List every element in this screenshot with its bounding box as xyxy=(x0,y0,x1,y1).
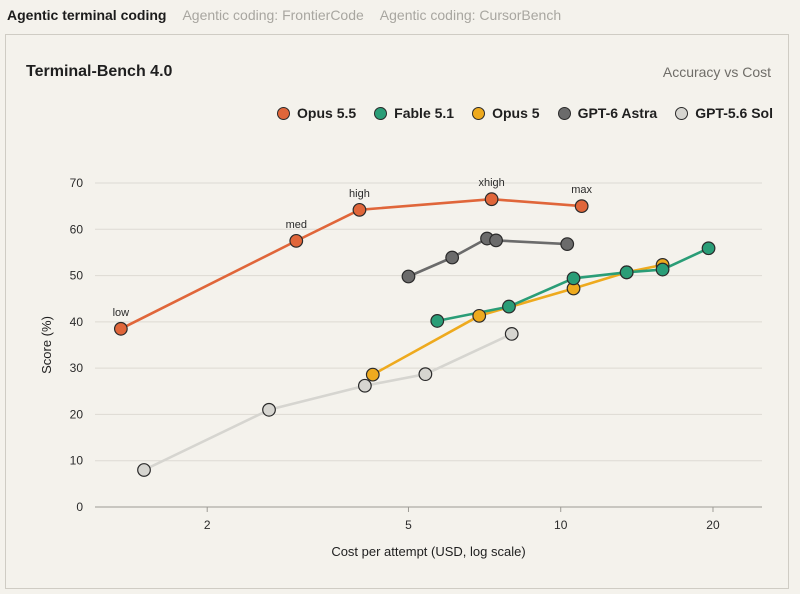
data-point xyxy=(445,250,460,265)
data-point xyxy=(566,271,581,286)
data-point xyxy=(365,367,380,382)
data-point xyxy=(489,233,503,248)
y-axis-title: Score (%) xyxy=(39,316,54,374)
tab-agentic-terminal-coding[interactable]: Agentic terminal coding xyxy=(7,7,167,23)
legend-swatch-opus-5-5 xyxy=(277,106,291,120)
legend-swatch-gpt-6-astra xyxy=(557,106,571,120)
x-tick-label: 2 xyxy=(204,518,211,532)
series-line xyxy=(435,247,710,323)
point-label: med xyxy=(286,219,307,231)
data-point xyxy=(574,199,589,214)
data-point xyxy=(401,269,416,284)
data-point xyxy=(113,321,128,336)
legend-label: Opus 5.5 xyxy=(297,105,357,121)
y-tick-label: 30 xyxy=(70,361,84,375)
legend-label: GPT-5.6 Sol xyxy=(695,105,773,121)
data-point xyxy=(560,237,575,251)
y-tick-label: 0 xyxy=(76,500,83,514)
data-point xyxy=(472,308,487,323)
x-axis-title: Cost per attempt (USD, log scale) xyxy=(331,544,525,559)
data-point xyxy=(137,463,151,477)
data-point xyxy=(484,192,499,207)
tab-frontiercode[interactable]: Agentic coding: FrontierCode xyxy=(182,7,364,23)
data-point xyxy=(701,241,716,256)
point-label: xhigh xyxy=(478,177,504,189)
data-point xyxy=(430,314,445,328)
y-tick-label: 20 xyxy=(70,407,84,421)
data-point xyxy=(502,299,516,314)
legend-swatch-opus-5 xyxy=(472,106,486,120)
point-label: low xyxy=(113,307,130,319)
legend-label: GPT-6 Astra xyxy=(577,105,658,121)
data-point xyxy=(352,202,367,217)
y-tick-label: 50 xyxy=(70,269,84,283)
legend-label: Fable 5.1 xyxy=(394,105,455,121)
legend-item-fable-5-1[interactable]: Fable 5.1 xyxy=(374,105,454,121)
legend-item-opus-5-5[interactable]: Opus 5.5 xyxy=(277,105,356,121)
legend: Opus 5.5 Fable 5.1 Opus 5 GPT-6 Astra GP… xyxy=(277,105,773,121)
data-point xyxy=(504,326,519,341)
data-point xyxy=(262,402,276,417)
y-tick-label: 70 xyxy=(70,176,84,190)
legend-item-opus-5[interactable]: Opus 5 xyxy=(472,105,540,121)
point-label: max xyxy=(571,184,592,196)
point-label: high xyxy=(349,188,370,200)
data-point xyxy=(289,233,304,248)
legend-swatch-fable-5-1 xyxy=(374,106,388,120)
legend-item-gpt-6-astra[interactable]: GPT-6 Astra xyxy=(557,105,658,121)
legend-label: Opus 5 xyxy=(492,105,540,121)
data-point xyxy=(655,262,670,277)
series-line xyxy=(371,263,664,376)
tab-cursorbench[interactable]: Agentic coding: CursorBench xyxy=(379,7,562,23)
y-tick-label: 60 xyxy=(70,222,84,236)
data-point xyxy=(357,378,372,393)
y-tick-label: 10 xyxy=(70,454,84,468)
chart-card: Terminal-Bench 4.0 Accuracy vs Cost Opus… xyxy=(5,34,789,589)
x-tick-label: 20 xyxy=(706,518,720,532)
series-line xyxy=(142,332,514,472)
y-tick-label: 40 xyxy=(70,315,84,329)
legend-item-gpt-5-6-sol[interactable]: GPT-5.6 Sol xyxy=(675,105,773,121)
chart-title: Terminal-Bench 4.0 xyxy=(26,63,173,80)
x-tick-label: 10 xyxy=(554,518,568,532)
data-point xyxy=(418,367,433,382)
x-tick-label: 5 xyxy=(405,518,412,532)
tab-bar: Agentic terminal coding Agentic coding: … xyxy=(0,0,800,30)
chart-subtitle: Accuracy vs Cost xyxy=(662,64,771,80)
legend-swatch-gpt-5-6-sol xyxy=(675,106,689,120)
data-point xyxy=(619,265,634,280)
